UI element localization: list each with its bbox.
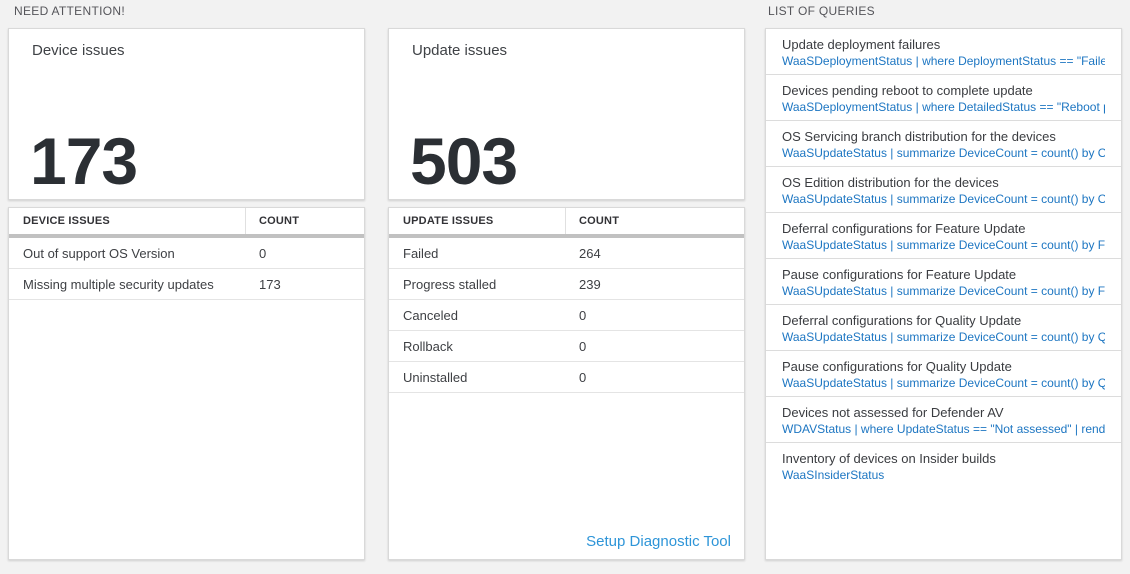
update-issues-card-title: Update issues	[412, 42, 508, 59]
row-count: 0	[579, 307, 587, 323]
query-list-item[interactable]: Devices not assessed for Defender AV WDA…	[766, 397, 1121, 443]
query-list-item[interactable]: Devices pending reboot to complete updat…	[766, 75, 1121, 121]
setup-diagnostic-tool-link[interactable]: Setup Diagnostic Tool	[586, 533, 731, 550]
query-list-item[interactable]: Deferral configurations for Feature Upda…	[766, 213, 1121, 259]
row-label: Out of support OS Version	[23, 245, 175, 261]
query-list-item[interactable]: Inventory of devices on Insider builds W…	[766, 443, 1121, 489]
row-label: Failed	[403, 245, 439, 261]
device-issues-card-title: Device issues	[32, 42, 125, 59]
table-row[interactable]: Canceled 0	[389, 300, 744, 331]
row-count: 0	[579, 338, 587, 354]
query-list-item[interactable]: OS Edition distribution for the devices …	[766, 167, 1121, 213]
row-count: 239	[579, 276, 601, 292]
row-label: Progress stalled	[403, 276, 497, 292]
query-title: Devices pending reboot to complete updat…	[782, 83, 1033, 98]
row-count: 264	[579, 245, 601, 261]
query-list-item[interactable]: Pause configurations for Feature Update …	[766, 259, 1121, 305]
query-title: OS Servicing branch distribution for the…	[782, 129, 1056, 144]
update-issues-table-header: UPDATE ISSUES COUNT	[389, 208, 744, 234]
query-title: Update deployment failures	[782, 37, 941, 52]
query-code-link[interactable]: WaaSUpdateStatus | summarize DeviceCount…	[782, 238, 1105, 252]
query-code-link[interactable]: WaaSInsiderStatus	[782, 468, 885, 482]
query-title: Inventory of devices on Insider builds	[782, 451, 996, 466]
table-header-divider	[9, 234, 364, 238]
device-issues-card[interactable]: Device issues 173	[8, 28, 365, 200]
row-count: 173	[259, 276, 281, 292]
row-count: 0	[579, 369, 587, 385]
update-issues-count-value: 503	[410, 124, 518, 198]
list-of-queries-section-title: LIST OF QUERIES	[768, 4, 875, 18]
row-label: Uninstalled	[403, 369, 468, 385]
query-code-link[interactable]: WaaSUpdateStatus | summarize DeviceCount…	[782, 376, 1105, 390]
query-code-link[interactable]: WaaSUpdateStatus | summarize DeviceCount…	[782, 330, 1105, 344]
query-code-link[interactable]: WDAVStatus | where UpdateStatus == "Not …	[782, 422, 1105, 436]
table-row[interactable]: Rollback 0	[389, 331, 744, 362]
query-list-item[interactable]: OS Servicing branch distribution for the…	[766, 121, 1121, 167]
device-issues-count-value: 173	[30, 124, 138, 198]
query-title: Pause configurations for Feature Update	[782, 267, 1017, 282]
query-list-item[interactable]: Pause configurations for Quality Update …	[766, 351, 1121, 397]
query-title: Deferral configurations for Feature Upda…	[782, 221, 1026, 236]
row-count: 0	[259, 245, 267, 261]
device-issues-table: DEVICE ISSUES COUNT Out of support OS Ve…	[8, 207, 365, 560]
query-title: Deferral configurations for Quality Upda…	[782, 313, 1022, 328]
table-row[interactable]: Failed 264	[389, 238, 744, 269]
table-row[interactable]: Out of support OS Version 0	[9, 238, 364, 269]
query-code-link[interactable]: WaaSUpdateStatus | summarize DeviceCount…	[782, 146, 1105, 160]
query-title: Devices not assessed for Defender AV	[782, 405, 1004, 420]
device-issues-table-header: DEVICE ISSUES COUNT	[9, 208, 364, 234]
queries-list-panel: Update deployment failures WaaSDeploymen…	[765, 28, 1122, 560]
column-header-update-issues: UPDATE ISSUES	[389, 208, 566, 234]
row-label: Missing multiple security updates	[23, 276, 214, 292]
column-header-device-issues: DEVICE ISSUES	[9, 208, 246, 234]
update-issues-card[interactable]: Update issues 503	[388, 28, 745, 200]
query-title: Pause configurations for Quality Update	[782, 359, 1012, 374]
query-code-link[interactable]: WaaSUpdateStatus | summarize DeviceCount…	[782, 192, 1105, 206]
column-header-count: COUNT	[259, 215, 300, 227]
table-row[interactable]: Uninstalled 0	[389, 362, 744, 393]
table-row[interactable]: Progress stalled 239	[389, 269, 744, 300]
query-list-item[interactable]: Update deployment failures WaaSDeploymen…	[766, 29, 1121, 75]
need-attention-section-title: NEED ATTENTION!	[14, 4, 125, 18]
row-label: Canceled	[403, 307, 458, 323]
table-row[interactable]: Missing multiple security updates 173	[9, 269, 364, 300]
table-header-divider	[389, 234, 744, 238]
update-issues-table: UPDATE ISSUES COUNT Failed 264 Progress …	[388, 207, 745, 560]
query-list-item[interactable]: Deferral configurations for Quality Upda…	[766, 305, 1121, 351]
row-label: Rollback	[403, 338, 453, 354]
query-code-link[interactable]: WaaSDeploymentStatus | where DetailedSta…	[782, 100, 1105, 114]
query-code-link[interactable]: WaaSDeploymentStatus | where DeploymentS…	[782, 54, 1105, 68]
query-title: OS Edition distribution for the devices	[782, 175, 999, 190]
column-header-count: COUNT	[579, 215, 620, 227]
query-code-link[interactable]: WaaSUpdateStatus | summarize DeviceCount…	[782, 284, 1105, 298]
